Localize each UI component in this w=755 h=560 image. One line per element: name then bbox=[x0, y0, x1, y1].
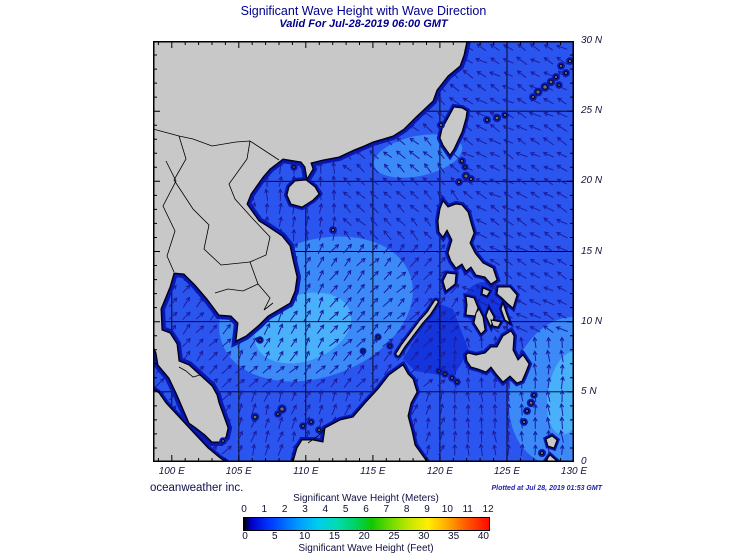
meters-tick: 11 bbox=[462, 504, 473, 515]
credit-text: oceanweather inc. bbox=[150, 482, 244, 494]
meters-tick: 9 bbox=[424, 504, 430, 515]
lon-label: 100 E bbox=[158, 466, 185, 477]
feet-tick: 15 bbox=[328, 531, 340, 542]
lon-label: 115 E bbox=[360, 466, 386, 477]
feet-tick: 0 bbox=[242, 531, 248, 542]
lon-label: 105 E bbox=[225, 466, 252, 477]
chart-title: Significant Wave Height with Wave Direct… bbox=[240, 4, 487, 18]
lat-label: 30 N bbox=[581, 35, 603, 46]
lat-label: 0 bbox=[581, 456, 587, 467]
country-borders bbox=[153, 128, 326, 444]
legend-title-meters: Significant Wave Height (Meters) bbox=[293, 493, 439, 504]
meters-tick: 5 bbox=[342, 504, 349, 515]
lat-label: 20 N bbox=[581, 175, 603, 187]
land-sumatra bbox=[153, 388, 227, 462]
chart-subtitle: Valid For Jul-28-2019 06:00 GMT bbox=[279, 18, 448, 30]
map-frame bbox=[153, 41, 574, 462]
land-leyte bbox=[500, 301, 511, 325]
feet-tick: 5 bbox=[272, 531, 278, 542]
feet-tick: 35 bbox=[448, 531, 460, 542]
meters-tick: 10 bbox=[441, 504, 453, 515]
lat-label: 15 N bbox=[581, 245, 603, 257]
land-borneo bbox=[292, 364, 428, 462]
meters-tick: 2 bbox=[281, 504, 288, 515]
lon-label: 130 E bbox=[560, 466, 588, 477]
land-negros bbox=[473, 308, 486, 335]
land-masses bbox=[153, 41, 559, 462]
meters-tick: 1 bbox=[261, 504, 268, 515]
feet-tick: 25 bbox=[388, 531, 400, 542]
meters-tick: 6 bbox=[363, 504, 369, 515]
wave-height-map bbox=[153, 41, 574, 462]
land-samar bbox=[496, 286, 518, 309]
land-masbate bbox=[481, 287, 491, 297]
feet-tick: 20 bbox=[358, 531, 370, 542]
lat-label: 5 N bbox=[581, 385, 597, 397]
meters-tick: 0 bbox=[241, 504, 247, 515]
legend-title-feet: Significant Wave Height (Feet) bbox=[298, 543, 434, 554]
meters-tick: 12 bbox=[482, 504, 494, 515]
meters-tick: 8 bbox=[403, 504, 410, 515]
feet-tick: 40 bbox=[477, 531, 489, 542]
lat-label: 10 N bbox=[581, 315, 603, 327]
land-hainan bbox=[286, 179, 320, 208]
meters-tick: 3 bbox=[302, 504, 308, 515]
small-islands bbox=[219, 57, 574, 457]
land-bohol bbox=[490, 319, 502, 328]
wave-patch-pacific-core bbox=[546, 351, 574, 435]
lon-label: 125 E bbox=[493, 466, 521, 477]
degree-ticks bbox=[153, 41, 574, 462]
map-layers bbox=[153, 41, 574, 462]
legend-colorbar bbox=[243, 517, 490, 531]
meters-tick: 7 bbox=[383, 504, 390, 515]
land-luzon bbox=[437, 200, 498, 285]
lon-label: 110 E bbox=[293, 466, 319, 477]
feet-tick: 10 bbox=[299, 531, 311, 542]
feet-tick: 30 bbox=[418, 531, 430, 542]
lat-label: 25 N bbox=[581, 105, 603, 117]
land-mindanao bbox=[465, 330, 530, 384]
plotted-timestamp: Plotted at Jul 28, 2019 01:53 GMT bbox=[491, 485, 603, 492]
land-palawan bbox=[396, 300, 438, 356]
land-mindoro bbox=[442, 272, 457, 292]
lon-label: 120 E bbox=[426, 466, 453, 477]
meters-tick: 4 bbox=[322, 504, 329, 515]
